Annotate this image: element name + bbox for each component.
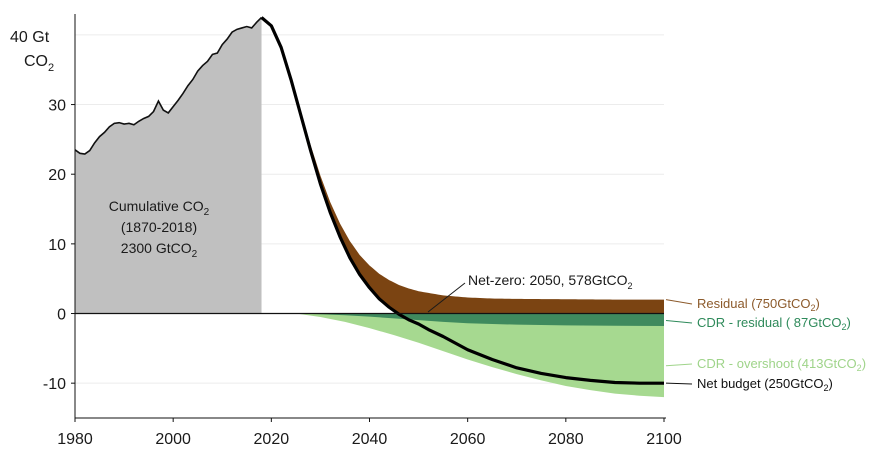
historical-label: Cumulative CO2 (1870-2018) 2300 GtCO2 <box>109 198 210 260</box>
historical-area <box>75 17 262 314</box>
cdr-residual-area <box>295 313 664 327</box>
y-axis-label-line1: 40 Gt <box>10 29 50 46</box>
legend-label-tail: ) <box>847 315 851 330</box>
x-tick-label: 2060 <box>450 431 486 448</box>
legend-label-tail: ) <box>815 296 819 311</box>
legend-label-2: CDR - overshoot (413GtCO2) <box>697 356 866 373</box>
legend-label-3: Net budget (250GtCO2) <box>697 376 833 393</box>
legend-label-text: CDR - residual ( 87GtCO <box>697 315 841 330</box>
legend-leader-2 <box>665 363 693 367</box>
y-tick-label: 20 <box>48 167 66 184</box>
axes: 30 20 10 0 -10 1980 2000 2020 2040 2060 2080 2100 <box>43 14 682 448</box>
residual-area <box>261 17 664 314</box>
legend: Residual (750GtCO2)CDR - residual ( 87Gt… <box>665 296 866 393</box>
legend-label-tail: ) <box>828 376 832 391</box>
x-tick-label: 2000 <box>155 431 191 448</box>
legend-label-text: CDR - overshoot (413GtCO <box>697 356 857 371</box>
x-tick-label: 2080 <box>548 431 584 448</box>
legend-label-text: Residual (750GtCO <box>697 296 810 311</box>
y-tick-label: 10 <box>48 237 66 254</box>
x-tick-label: 2040 <box>352 431 388 448</box>
svg-text:(1870-2018): (1870-2018) <box>121 219 197 235</box>
x-tick-label: 2020 <box>254 431 290 448</box>
legend-label-subscript: 2 <box>810 303 815 313</box>
legend-label-subscript: 2 <box>857 363 862 373</box>
legend-leader-3 <box>665 382 693 385</box>
legend-leader-0 <box>665 299 693 305</box>
legend-label-tail: ) <box>862 356 866 371</box>
legend-label-text: Net budget (250GtCO <box>697 376 823 391</box>
y-tick-label: 0 <box>57 307 66 324</box>
legend-label-subscript: 2 <box>841 322 846 332</box>
svg-text:2300 GtCO2: 2300 GtCO2 <box>121 240 198 260</box>
net-budget-line <box>260 16 664 385</box>
x-tick-label: 1980 <box>57 431 93 448</box>
svg-text:Cumulative CO2: Cumulative CO2 <box>109 198 210 218</box>
legend-leader-1 <box>665 319 693 324</box>
legend-label-subscript: 2 <box>823 383 828 393</box>
net-zero-annotation: Net-zero: 2050, 578GtCO2 <box>427 272 633 313</box>
x-tick-label: 2100 <box>646 431 682 448</box>
y-axis-label-line2: CO2 <box>24 53 54 74</box>
svg-text:Net-zero: 2050, 578GtCO2: Net-zero: 2050, 578GtCO2 <box>468 272 633 291</box>
net-zero-leader-line <box>427 282 466 313</box>
legend-label-0: Residual (750GtCO2) <box>697 296 820 313</box>
y-tick-label: -10 <box>43 376 66 393</box>
y-tick-label: 30 <box>48 98 66 115</box>
legend-label-1: CDR - residual ( 87GtCO2) <box>697 315 851 332</box>
line-layer <box>74 16 664 385</box>
historical-line <box>74 16 263 155</box>
